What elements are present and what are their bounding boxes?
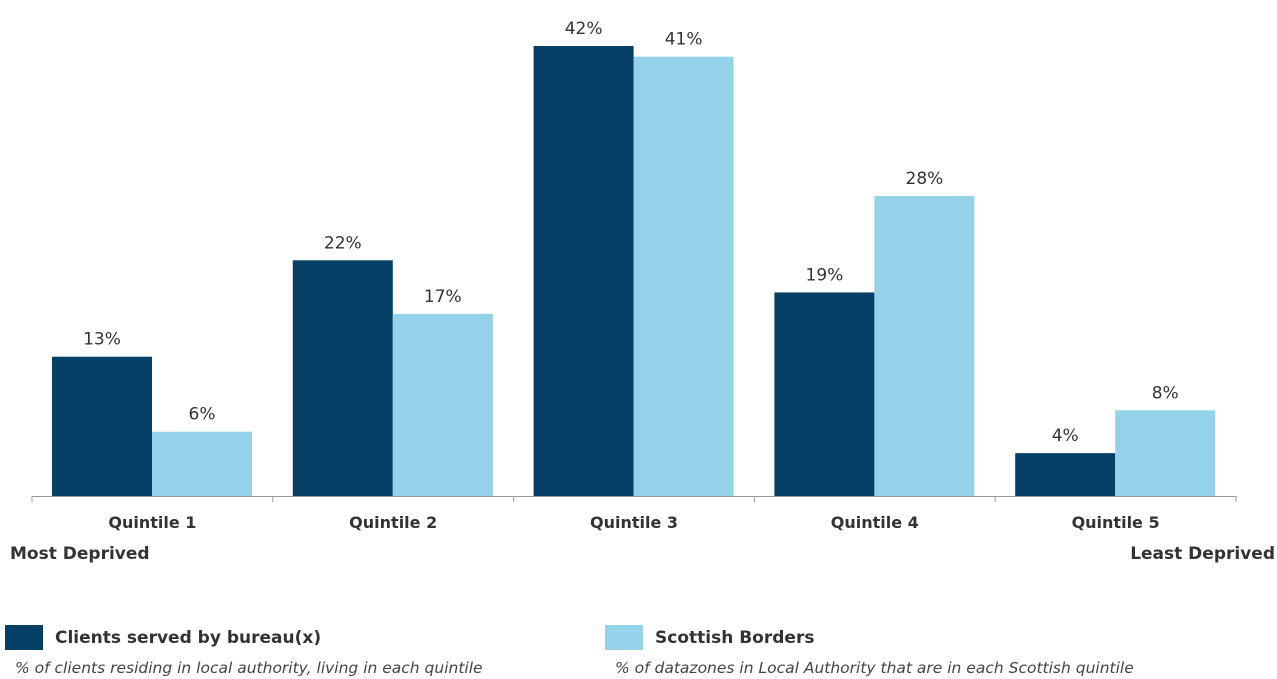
data-label-series-1-q3: 42%: [565, 19, 603, 39]
x-axis-end-label-left: Most Deprived: [10, 544, 150, 564]
bar-series-2-q4: [874, 196, 975, 496]
x-axis: Quintile 1 Quintile 2 Quintile 3 Quintile 4…: [31, 496, 1237, 532]
bar-chart: 13%6%22%17%42%41%19%28%4%8% Quintile 1 Qu…: [31, 19, 1237, 532]
bar-series-1-q2: [292, 260, 393, 496]
data-label-series-1-q1: 13%: [83, 330, 121, 350]
bar-series-1-q3: [533, 46, 634, 496]
bar-series-2-q1: [152, 431, 252, 496]
data-label-series-2-q5: 8%: [1152, 383, 1179, 403]
data-label-series-2-q3: 41%: [665, 30, 703, 50]
data-label-series-1-q2: 22%: [324, 233, 362, 253]
data-label-series-1-q5: 4%: [1052, 426, 1079, 446]
bar-series-2-q2: [392, 313, 493, 496]
legend-description-series-1: % of clients residing in local authority…: [15, 659, 483, 677]
legend-swatch-series-1: [5, 625, 43, 650]
bar-series-2-q5: [1115, 410, 1216, 496]
data-label-series-2-q4: 28%: [906, 169, 944, 189]
legend-label-series-1: Clients served by bureau(x): [55, 628, 322, 648]
bar-series-1-q4: [774, 292, 875, 496]
data-label-series-2-q1: 6%: [189, 405, 216, 425]
bars-group: [52, 46, 1216, 496]
bar-series-1-q1: [52, 356, 152, 496]
legend-label-series-2: Scottish Borders: [655, 628, 815, 648]
data-labels-group: 13% 6% 22% 17% 42% 41% 19% 28% 4% 8%: [83, 19, 1179, 446]
legend-description-series-2: % of datazones in Local Authority that a…: [615, 659, 1134, 677]
x-tick-label-q1: Quintile 1: [108, 513, 196, 532]
x-axis-end-label-right: Least Deprived: [1130, 544, 1275, 564]
bar-series-2-q3: [633, 56, 734, 496]
legend-swatch-series-2: [605, 625, 643, 650]
data-label-series-2-q2: 17%: [424, 287, 462, 307]
bar-series-1-q5: [1015, 453, 1116, 496]
x-tick-label-q5: Quintile 5: [1072, 513, 1160, 532]
x-tick-label-q2: Quintile 2: [349, 513, 437, 532]
data-label-series-1-q4: 19%: [806, 265, 844, 285]
x-tick-label-q4: Quintile 4: [831, 513, 919, 532]
x-tick-label-q3: Quintile 3: [590, 513, 678, 532]
